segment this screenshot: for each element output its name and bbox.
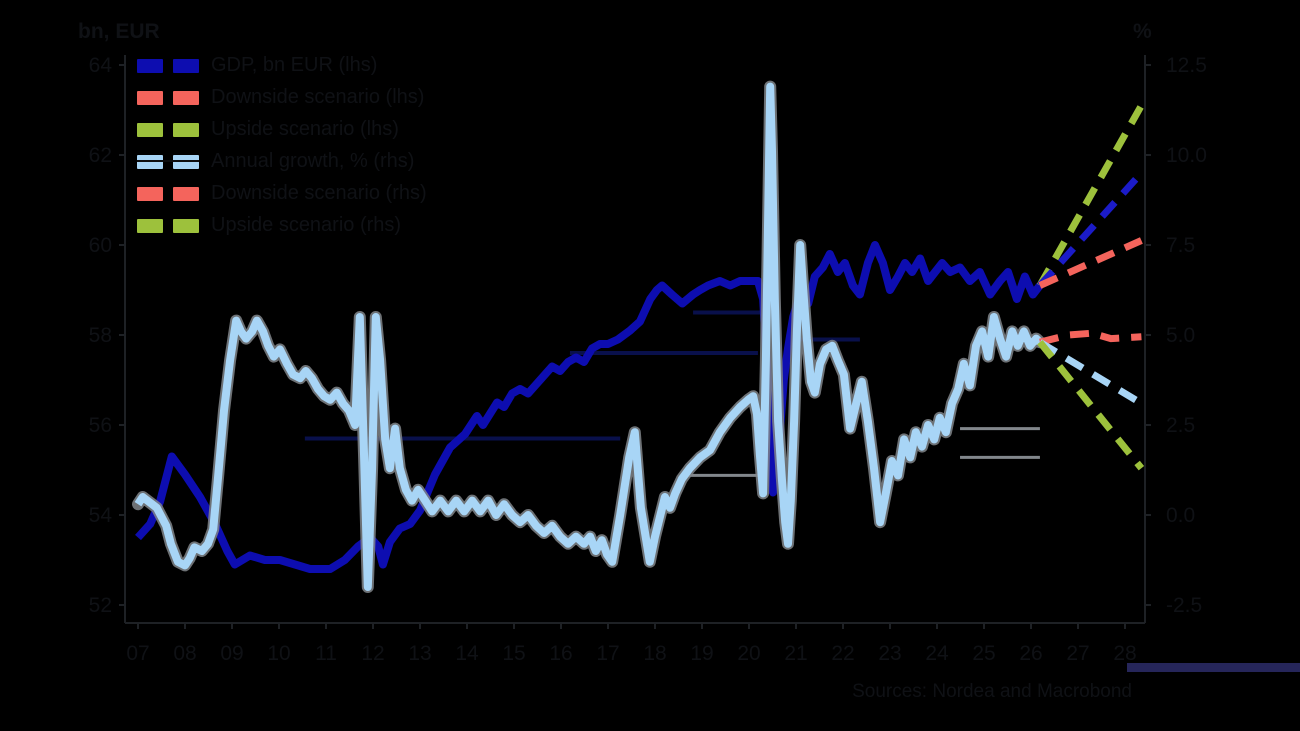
legend-dash [137, 218, 163, 233]
left-axis-tick-label: 64 [88, 54, 112, 77]
watermark-bar [1127, 663, 1300, 672]
legend-dash [137, 90, 163, 105]
legend-dash [173, 154, 199, 169]
left-axis-tick-label: 58 [88, 324, 112, 347]
legend-item-label: GDP, bn EUR (lhs) [211, 54, 378, 76]
left-axis-tick-label: 54 [88, 504, 112, 527]
right-axis-tick-label: 2.5 [1166, 414, 1196, 437]
legend-item-label: Upside scenario (rhs) [211, 214, 402, 236]
legend-dash [173, 90, 199, 105]
right-axis-tick-label: 12.5 [1166, 54, 1207, 77]
x-axis-tick-label: 20 [737, 642, 761, 665]
x-axis-tick-label: 10 [267, 642, 291, 665]
x-axis-tick-label: 21 [784, 642, 808, 665]
legend-item-label: Upside scenario (lhs) [211, 118, 399, 140]
x-axis-tick-label: 25 [972, 642, 996, 665]
right-axis-tick-label: 0.0 [1166, 504, 1196, 527]
growth-forecast-downside-line [1039, 329, 1142, 346]
legend-key-icon [137, 122, 199, 137]
x-axis-tick-label: 08 [173, 642, 197, 665]
legend-dash [137, 154, 163, 169]
legend-item-5: Upside scenario (rhs) [137, 214, 427, 236]
legend-dash [173, 218, 199, 233]
x-axis-tick-label: 26 [1019, 642, 1043, 665]
legend-dash [173, 122, 199, 137]
legend: GDP, bn EUR (lhs) Downside scenario (lhs)… [137, 54, 427, 249]
x-axis-tick-label: 11 [315, 642, 337, 665]
legend-item-4: Downside scenario (rhs) [137, 182, 427, 204]
legend-item-2: Upside scenario (lhs) [137, 118, 427, 140]
legend-dash [137, 186, 163, 201]
x-axis-tick-label: 18 [643, 642, 667, 665]
x-axis-tick-label: 14 [455, 642, 479, 665]
right-axis-title: % [1133, 20, 1152, 43]
growth-forecast-upside-line [1037, 340, 1145, 471]
x-axis-tick-label: 23 [878, 642, 902, 665]
x-axis-tick-label: 19 [690, 642, 714, 665]
legend-item-label: Annual growth, % (rhs) [211, 150, 415, 172]
legend-key-icon [137, 154, 199, 169]
legend-key-icon [137, 90, 199, 105]
legend-item-label: Downside scenario (rhs) [211, 182, 427, 204]
legend-item-label: Downside scenario (lhs) [211, 86, 425, 108]
legend-item-3: Annual growth, % (rhs) [137, 150, 427, 172]
x-axis-tick-label: 12 [361, 642, 385, 665]
x-axis-tick-label: 24 [925, 642, 949, 665]
annual-growth-line [134, 82, 1043, 591]
gdp-forecast-downside-line [1038, 237, 1143, 289]
growth-forecast-baseline-line [1038, 339, 1144, 407]
x-axis-tick-label: 17 [596, 642, 620, 665]
right-axis-tick-label: 10.0 [1166, 144, 1207, 167]
left-axis-tick-label: 56 [88, 414, 112, 437]
x-axis-tick-label: 09 [220, 642, 244, 665]
left-axis-tick-label: 60 [88, 234, 112, 257]
legend-key-icon [137, 186, 199, 201]
gdp-forecast-baseline-line [1037, 170, 1144, 288]
legend-key-icon [137, 218, 199, 233]
legend-item-1: Downside scenario (lhs) [137, 86, 427, 108]
x-axis-tick-label: 28 [1113, 642, 1137, 665]
legend-dash [173, 186, 199, 201]
gdp-forecast-upside-line [1036, 103, 1145, 288]
x-axis-tick-label: 15 [502, 642, 526, 665]
x-axis-tick-label: 13 [408, 642, 432, 665]
legend-dash [137, 58, 163, 73]
x-axis-tick-label: 16 [549, 642, 573, 665]
legend-key-icon [137, 58, 199, 73]
x-axis-tick-label: 07 [126, 642, 150, 665]
legend-dash [173, 58, 199, 73]
source-text: Sources: Nordea and Macrobond [852, 681, 1132, 702]
x-axis-tick-label: 22 [831, 642, 855, 665]
left-axis-tick-label: 62 [88, 144, 112, 167]
gdp-level-line [135, 241, 1044, 573]
right-axis-tick-label: -2.5 [1166, 594, 1203, 617]
right-axis-tick-label: 5.0 [1166, 324, 1196, 347]
legend-key-centerline [137, 159, 199, 162]
left-axis-tick-label: 52 [88, 594, 112, 617]
right-axis-tick-label: 7.5 [1166, 234, 1196, 257]
x-axis-tick-label: 27 [1066, 642, 1090, 665]
left-axis-title: bn, EUR [78, 20, 160, 43]
legend-item-0: GDP, bn EUR (lhs) [137, 54, 427, 76]
legend-dash [137, 122, 163, 137]
